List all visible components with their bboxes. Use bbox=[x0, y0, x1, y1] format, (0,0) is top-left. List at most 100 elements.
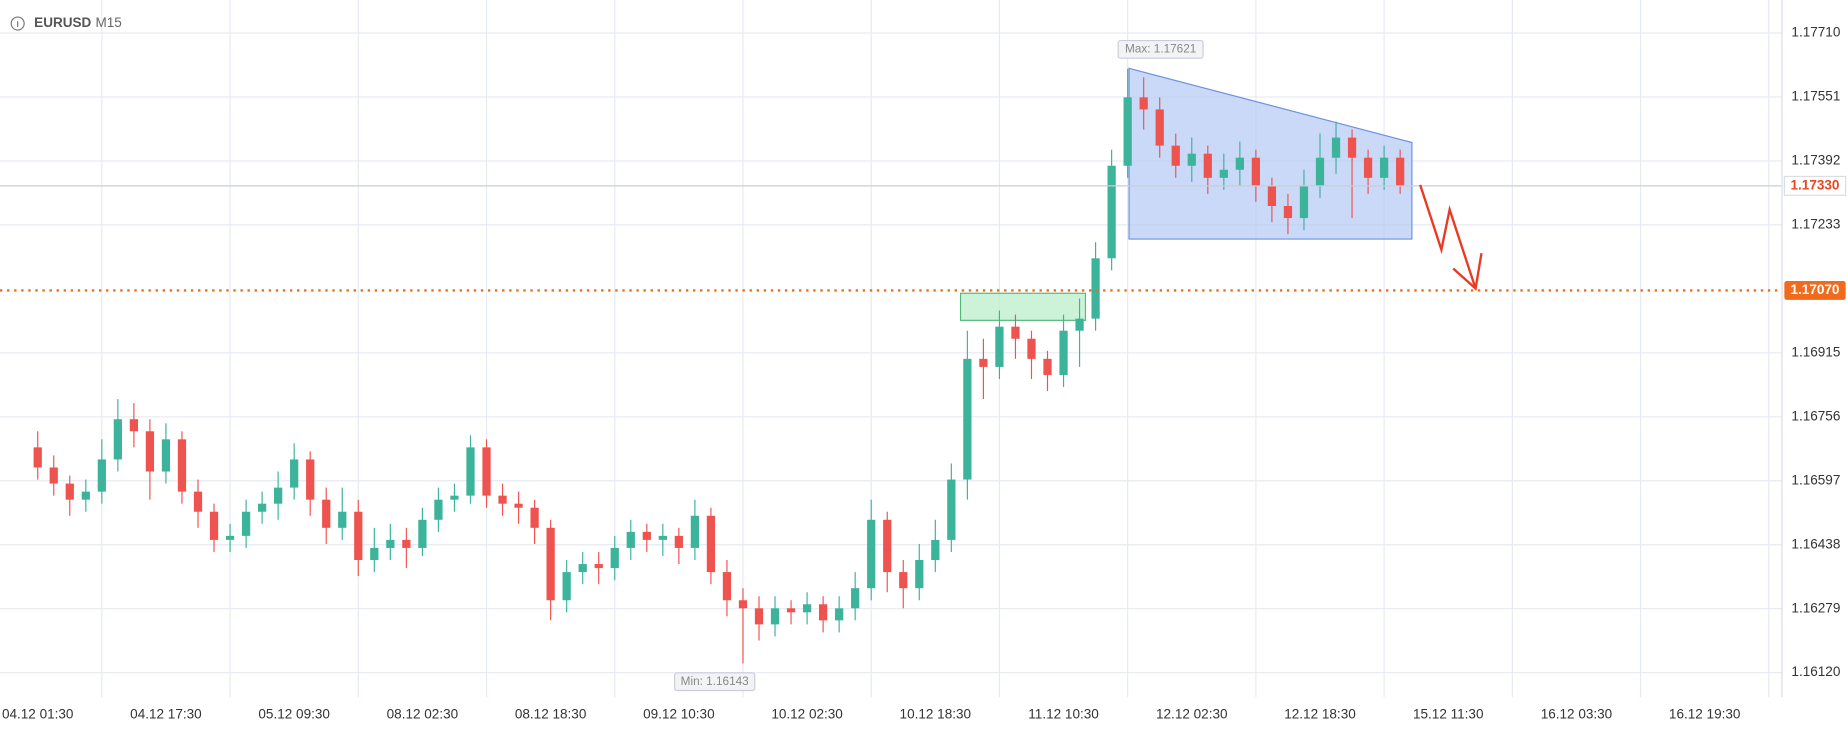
level-label: 1.17070 bbox=[1791, 282, 1840, 297]
candle-body bbox=[241, 511, 251, 536]
candle-body bbox=[1059, 330, 1068, 375]
candle-body bbox=[818, 604, 828, 621]
candle-body bbox=[1203, 153, 1212, 178]
candle-body bbox=[322, 499, 331, 528]
candle-body bbox=[1187, 153, 1196, 166]
candle-body bbox=[1155, 109, 1164, 146]
candle-body bbox=[161, 439, 171, 472]
candle-body bbox=[594, 564, 603, 569]
candle-body bbox=[65, 483, 74, 500]
candle-body bbox=[1315, 157, 1325, 186]
x-tick-label: 15.12 11:30 bbox=[1413, 706, 1484, 721]
candle-body bbox=[1396, 157, 1405, 186]
min-label-box bbox=[674, 672, 756, 692]
x-tick-label: 05.12 09:30 bbox=[258, 706, 330, 721]
timeframe: M15 bbox=[95, 15, 121, 30]
candle-body bbox=[530, 507, 539, 528]
y-tick-label: 1.17392 bbox=[1791, 153, 1840, 168]
symbol: EURUSD bbox=[34, 15, 91, 30]
candle-body bbox=[562, 572, 571, 601]
candle-body bbox=[963, 358, 972, 480]
candle-body bbox=[883, 519, 892, 573]
candle-body bbox=[1267, 185, 1277, 206]
candle-body bbox=[626, 531, 635, 548]
candle-body bbox=[802, 604, 812, 613]
candle-body bbox=[482, 447, 491, 496]
x-tick-label: 04.12 01:30 bbox=[2, 706, 74, 721]
candle-body bbox=[899, 572, 908, 589]
candle-body bbox=[145, 431, 155, 472]
candle-body bbox=[33, 447, 42, 468]
candle-body bbox=[867, 519, 876, 589]
candle-body bbox=[979, 358, 988, 367]
max-label: Max: 1.17621 bbox=[1125, 42, 1196, 55]
candle-body bbox=[498, 495, 507, 504]
candle-body bbox=[386, 539, 395, 548]
candle-body bbox=[690, 515, 700, 548]
min-label: Min: 1.16143 bbox=[681, 675, 750, 688]
candle-body bbox=[49, 467, 58, 484]
vertical-grid bbox=[101, 0, 1770, 698]
x-tick-label: 08.12 02:30 bbox=[387, 706, 459, 721]
candle-body bbox=[290, 459, 299, 488]
candle-body bbox=[738, 600, 748, 609]
candle-body bbox=[546, 527, 555, 601]
candle-body bbox=[1283, 205, 1293, 219]
candle-body bbox=[578, 564, 587, 573]
last-price-box bbox=[1783, 175, 1847, 196]
y-tick-label: 1.17551 bbox=[1791, 89, 1840, 104]
candle-body bbox=[610, 547, 619, 569]
candle-body bbox=[434, 499, 443, 520]
horizontal-grid bbox=[0, 32, 1782, 674]
candle-body bbox=[81, 491, 90, 500]
y-tick-label: 1.16120 bbox=[1791, 664, 1840, 679]
y-tick-label: 1.16915 bbox=[1791, 344, 1840, 359]
candle-body bbox=[514, 503, 523, 508]
candle-body bbox=[642, 531, 651, 540]
candle-body bbox=[257, 503, 267, 512]
candle-body bbox=[338, 511, 347, 528]
candle-body bbox=[1235, 157, 1244, 170]
candle-body bbox=[418, 519, 427, 548]
forecast-arrow bbox=[1419, 184, 1477, 289]
breakout-zone bbox=[959, 292, 1087, 321]
candle-body bbox=[770, 608, 780, 625]
candle-body bbox=[129, 419, 139, 432]
candle-body bbox=[177, 439, 187, 492]
x-tick-label: 10.12 18:30 bbox=[900, 706, 972, 721]
x-tick-label: 08.12 18:30 bbox=[515, 706, 587, 721]
level-label-box bbox=[1784, 281, 1846, 300]
y-tick-label: 1.17710 bbox=[1791, 25, 1840, 40]
candle-body bbox=[450, 495, 459, 500]
candle-body bbox=[209, 511, 219, 540]
x-tick-label: 09.12 10:30 bbox=[643, 706, 715, 721]
y-tick-label: 1.16756 bbox=[1791, 408, 1840, 423]
candle-body bbox=[1171, 145, 1180, 166]
candle-body bbox=[306, 459, 315, 500]
candle-body bbox=[354, 511, 363, 561]
candle-body bbox=[947, 479, 956, 540]
candle-body bbox=[1027, 338, 1036, 359]
candle-body bbox=[225, 535, 235, 540]
candle-body bbox=[1075, 318, 1084, 331]
x-tick-label: 12.12 18:30 bbox=[1284, 706, 1356, 721]
candle-body bbox=[995, 326, 1004, 367]
candle-body bbox=[193, 491, 203, 512]
candle-body bbox=[274, 487, 283, 504]
y-tick-label: 1.16279 bbox=[1791, 600, 1840, 615]
candle-body bbox=[1347, 137, 1357, 158]
candle-body bbox=[370, 547, 379, 561]
y-tick-label: 1.16597 bbox=[1791, 472, 1840, 487]
x-tick-label: 10.12 02:30 bbox=[771, 706, 843, 721]
x-tick-label: 11.12 10:30 bbox=[1028, 706, 1099, 721]
candle-body bbox=[1107, 165, 1116, 259]
candle-body bbox=[674, 535, 683, 548]
candle-body bbox=[1251, 157, 1261, 186]
candle-body bbox=[1331, 137, 1341, 158]
y-tick-label: 1.16438 bbox=[1791, 536, 1840, 551]
x-tick-label: 16.12 19:30 bbox=[1669, 706, 1741, 721]
candle-body bbox=[1219, 169, 1228, 178]
candle-body bbox=[97, 459, 106, 492]
